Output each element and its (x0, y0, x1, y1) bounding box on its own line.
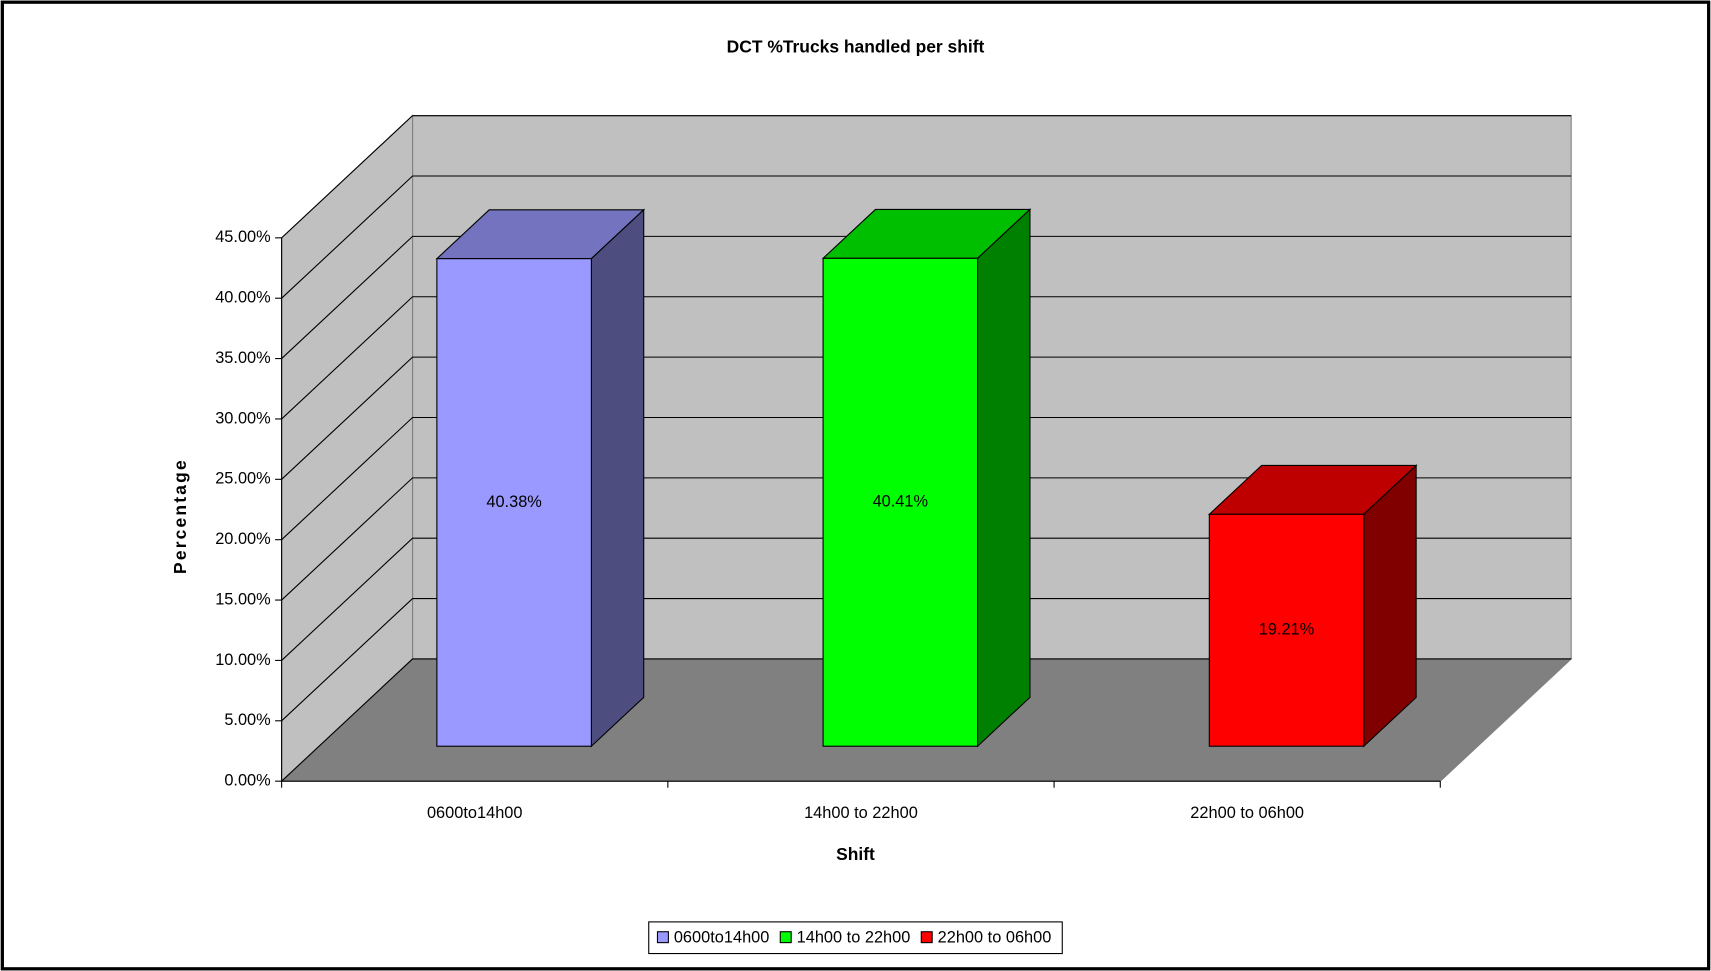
y-tick-label: 15.00% (215, 590, 271, 608)
grid-line (281, 175, 1572, 299)
legend-swatch (656, 931, 669, 944)
bar (1207, 464, 1418, 748)
bar (435, 208, 646, 748)
y-tick-label: 0.00% (224, 771, 270, 789)
x-tick-label: 14h00 to 22h00 (804, 804, 918, 822)
data-label: 19.21% (1259, 621, 1315, 639)
legend: 0600to14h00 14h00 to 22h00 22h00 to 06h00 (648, 921, 1063, 955)
grid-line (281, 537, 1572, 661)
legend-swatch (920, 931, 933, 944)
bar-side (590, 208, 645, 748)
grid-line (281, 477, 1572, 601)
data-label: 40.38% (486, 493, 542, 511)
grid-line (281, 658, 1572, 782)
bar-front (1208, 513, 1365, 747)
bar-front (436, 258, 592, 747)
chart-title: DCT %Trucks handled per shift (727, 37, 985, 57)
data-label: 40.41% (873, 493, 929, 511)
grid-line (281, 356, 1572, 480)
legend-label: 0600to14h00 (674, 929, 770, 947)
y-tick-label: 30.00% (215, 409, 271, 427)
y-tick-label: 20.00% (215, 530, 271, 548)
y-tick-label: 5.00% (224, 711, 270, 729)
legend-label: 22h00 to 06h00 (938, 929, 1052, 947)
y-tick-label: 45.00% (215, 228, 271, 246)
y-tick-label: 40.00% (215, 289, 271, 307)
legend-label: 14h00 to 22h00 (797, 929, 911, 947)
y-axis-title: Percentage (170, 458, 190, 574)
y-tick-label: 10.00% (215, 651, 271, 669)
x-axis-title: Shift (836, 844, 875, 864)
bar (821, 208, 1032, 748)
bar-side (977, 208, 1031, 748)
grid-line (281, 115, 1572, 239)
y-tick-label: 35.00% (215, 349, 271, 367)
grid-line (281, 598, 1572, 722)
x-tick-label: 22h00 to 06h00 (1190, 804, 1304, 822)
legend-swatch (779, 931, 792, 944)
grid-line (281, 416, 1572, 541)
legend-box (648, 921, 1063, 955)
bar-front (822, 257, 979, 747)
bar-side (1363, 464, 1417, 748)
y-tick-label: 25.00% (215, 470, 271, 488)
grid-line (281, 296, 1572, 420)
grid-line (281, 235, 1572, 359)
x-tick-label: 0600to14h00 (427, 804, 523, 822)
